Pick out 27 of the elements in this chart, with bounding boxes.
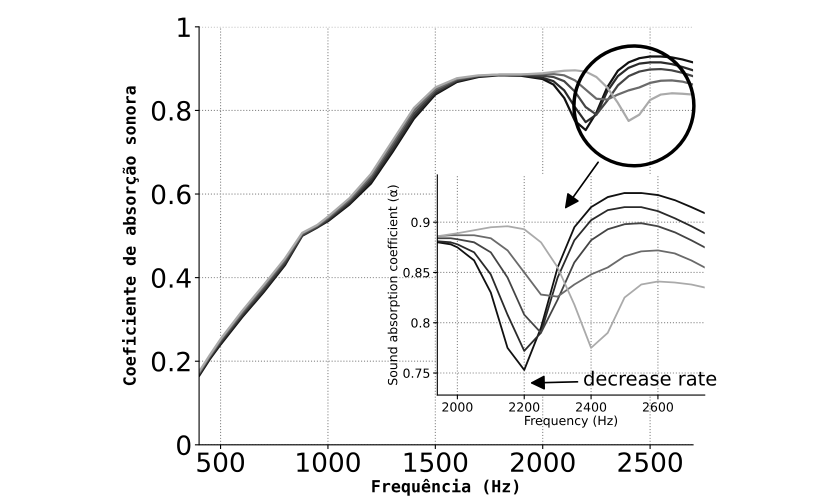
y-tick-label: 0 <box>177 435 190 456</box>
line-series <box>437 192 705 371</box>
y-tick-label: 0.85 <box>403 268 430 278</box>
x-tick-label: 1500 <box>404 452 468 472</box>
x-tick-label: 2000 <box>442 402 472 412</box>
y-tick-label: 0.2 <box>152 352 190 372</box>
y-tick-label: 0.4 <box>152 268 191 288</box>
annotation: decrease rate <box>584 370 716 386</box>
y-tick-label: 0.6 <box>152 184 190 204</box>
y-tick-label: 0.8 <box>152 100 190 121</box>
x-axis-title: Frequência (Hz) <box>372 478 518 496</box>
line-series <box>437 206 705 352</box>
x-tick-label: 2400 <box>576 402 606 412</box>
x-axis-title: Frequency (Hz) <box>525 416 618 428</box>
x-tick-label: 2500 <box>618 452 682 472</box>
x-tick-label: 2600 <box>642 402 673 412</box>
x-tick-label: 500 <box>197 452 244 472</box>
y-tick-label: 0.75 <box>403 368 430 378</box>
line-series <box>437 234 705 298</box>
y-axis-title: Coeficiente de absorção sonora <box>122 86 139 386</box>
x-tick-label: 2000 <box>511 452 575 472</box>
y-tick-label: 0.9 <box>411 218 430 228</box>
x-tick-label: 1000 <box>297 452 360 472</box>
y-tick-label: 1 <box>178 18 190 37</box>
x-tick-label: 2200 <box>509 402 540 412</box>
y-tick-label: 0.8 <box>411 318 430 328</box>
y-axis-title: Sound absorption coefficient (α) <box>388 185 400 385</box>
